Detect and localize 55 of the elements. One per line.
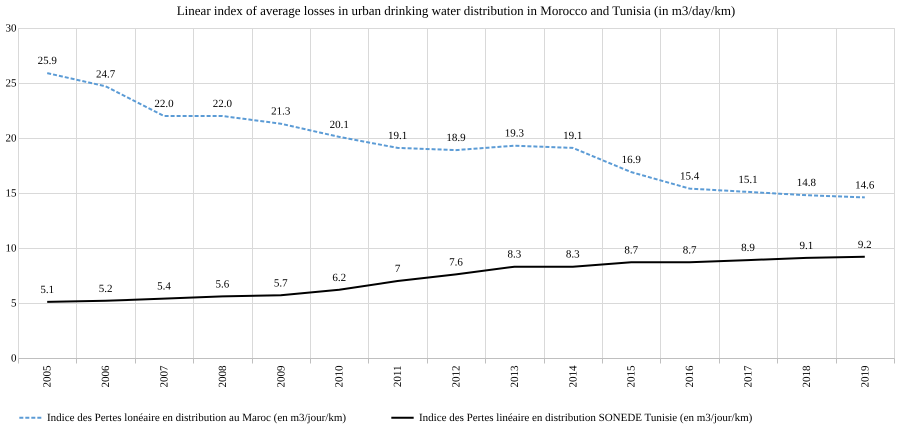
data-label: 16.9 xyxy=(622,154,642,166)
x-tick-label: 2009 xyxy=(275,365,288,388)
x-tick-label: 2018 xyxy=(800,365,813,388)
data-label: 19.3 xyxy=(504,128,525,140)
y-tick-label: 20 xyxy=(6,132,17,144)
data-label: 8.3 xyxy=(508,248,522,261)
data-label: 8.7 xyxy=(624,244,639,256)
data-label: 9.2 xyxy=(858,238,872,251)
x-tick-label: 2006 xyxy=(100,365,112,388)
y-tick-label: 15 xyxy=(6,188,17,200)
data-label: 20.1 xyxy=(330,118,349,131)
data-label: 6.2 xyxy=(332,272,346,284)
data-label: 7.6 xyxy=(449,256,464,268)
data-label: 25.9 xyxy=(38,55,58,68)
x-tick-label: 2013 xyxy=(508,365,521,388)
x-tick-label: 2014 xyxy=(567,365,580,388)
data-label: 9.1 xyxy=(800,240,814,252)
data-label: 24.7 xyxy=(96,68,116,80)
data-label: 19.1 xyxy=(563,130,582,142)
data-label: 8.3 xyxy=(566,248,580,261)
data-label: 19.1 xyxy=(388,130,408,142)
x-tick-label: 2007 xyxy=(158,365,170,388)
data-label: 5.4 xyxy=(157,280,172,293)
x-tick-label: 2005 xyxy=(42,365,54,388)
x-tick-label: 2017 xyxy=(742,365,754,388)
x-tick-label: 2010 xyxy=(334,365,346,388)
y-tick-label: 0 xyxy=(11,352,17,364)
data-label: 8.7 xyxy=(682,244,697,256)
data-label: 15.1 xyxy=(738,174,758,186)
data-label: 5.7 xyxy=(274,277,288,290)
data-label: 7 xyxy=(394,263,401,275)
legend-label: Indice des Pertes linéaire en distribution SONEDE Tunisie (en m3/jour/km) xyxy=(419,412,753,424)
x-tick-label: 2016 xyxy=(684,365,696,388)
data-label: 14.8 xyxy=(796,177,817,190)
y-tick-label: 30 xyxy=(6,22,17,34)
data-label: 8.9 xyxy=(741,242,756,254)
data-label: 5.2 xyxy=(98,282,112,295)
y-tick-label: 25 xyxy=(6,78,17,90)
y-tick-label: 5 xyxy=(11,298,17,310)
data-label: 21.3 xyxy=(271,106,291,118)
data-label: 14.6 xyxy=(855,179,875,192)
x-tick-label: 2008 xyxy=(216,365,229,388)
data-label: 18.9 xyxy=(446,132,466,144)
data-label: 22.0 xyxy=(154,98,174,110)
x-tick-label: 2011 xyxy=(392,366,404,388)
data-label: 15.4 xyxy=(680,170,700,183)
x-tick-label: 2019 xyxy=(859,365,872,388)
data-label: 5.1 xyxy=(40,284,54,296)
data-label: 22.0 xyxy=(212,98,233,110)
x-tick-label: 2015 xyxy=(626,365,638,388)
chart-title: Linear index of average losses in urban drinking water distribution in Morocco and Tunisia (in m3/day/km) xyxy=(176,3,736,18)
legend-label: Indice des Pertes lonéaire en distribution au Maroc (en m3/jour/km) xyxy=(47,412,346,424)
x-tick-label: 2012 xyxy=(450,366,462,388)
y-tick-label: 10 xyxy=(6,242,17,254)
data-label: 5.6 xyxy=(216,278,230,290)
